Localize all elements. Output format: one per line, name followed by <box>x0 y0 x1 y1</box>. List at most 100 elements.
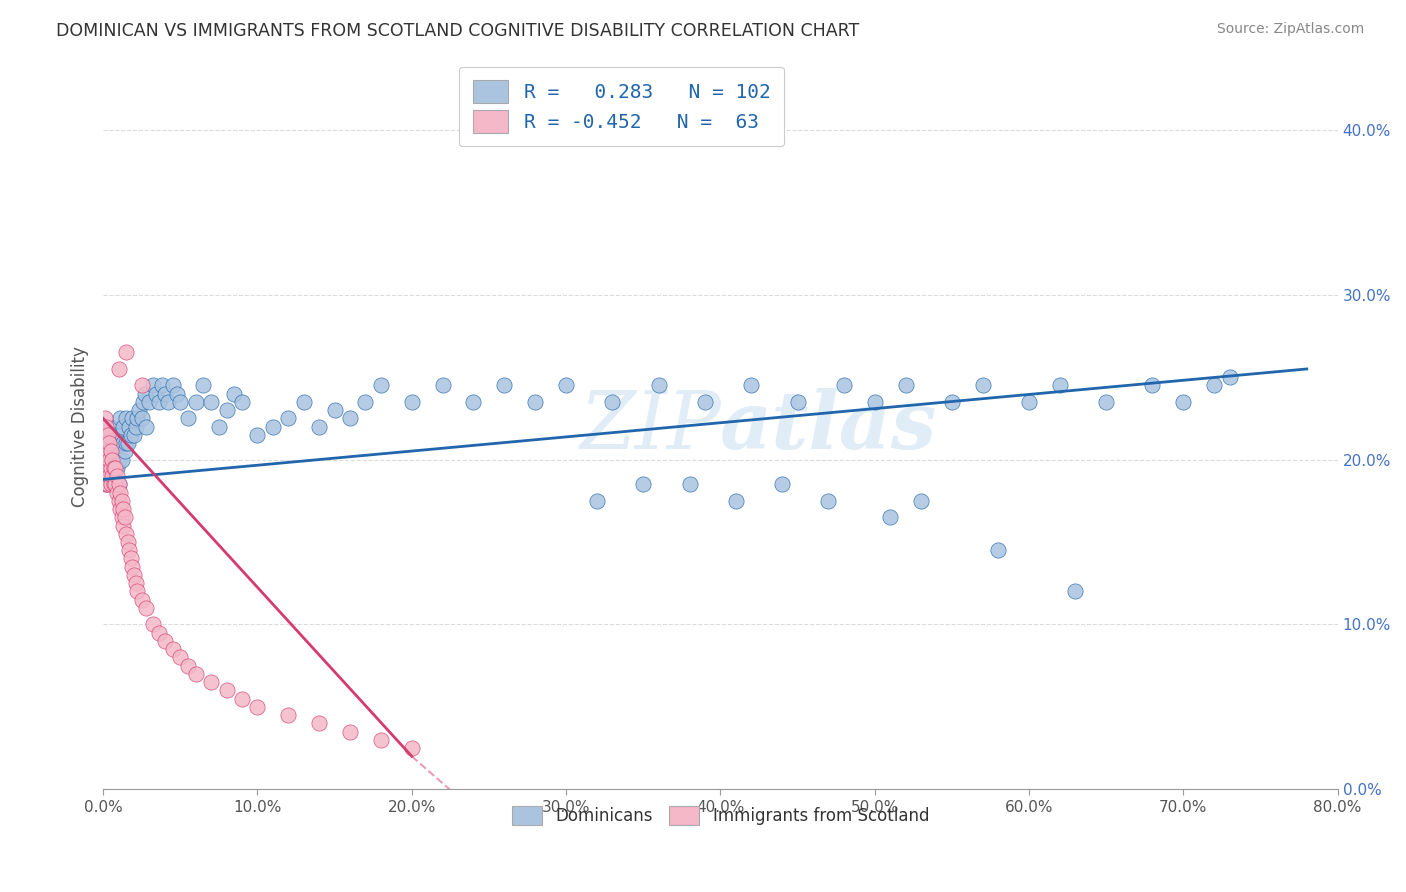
Point <box>93 460 115 475</box>
Point <box>104 477 127 491</box>
Point <box>100 460 122 475</box>
Point <box>104 477 127 491</box>
Text: atlas: atlas <box>720 388 938 466</box>
Point <box>104 428 127 442</box>
Point <box>863 395 886 409</box>
Point <box>231 691 253 706</box>
Point <box>141 378 163 392</box>
Point <box>97 469 120 483</box>
Point <box>97 460 120 475</box>
Point <box>124 576 146 591</box>
Point <box>120 428 142 442</box>
Point <box>224 386 246 401</box>
Point <box>200 395 222 409</box>
Point <box>103 469 125 483</box>
Point <box>693 395 716 409</box>
Point <box>105 460 128 475</box>
Point <box>169 395 191 409</box>
Point <box>148 395 170 409</box>
Point <box>1018 395 1040 409</box>
Point <box>105 485 128 500</box>
Point <box>100 419 122 434</box>
Point <box>103 460 125 475</box>
Point <box>108 411 131 425</box>
Point <box>105 469 128 483</box>
Point <box>112 419 135 434</box>
Point <box>150 378 173 392</box>
Point <box>602 395 624 409</box>
Point <box>169 650 191 665</box>
Point <box>108 502 131 516</box>
Point <box>125 411 148 425</box>
Point <box>121 559 143 574</box>
Point <box>103 477 125 491</box>
Point <box>97 436 120 450</box>
Point <box>96 477 118 491</box>
Legend: Dominicans, Immigrants from Scotland: Dominicans, Immigrants from Scotland <box>502 796 939 835</box>
Point <box>494 378 516 392</box>
Point <box>96 477 118 491</box>
Point <box>555 378 578 392</box>
Point <box>115 411 138 425</box>
Point <box>631 477 654 491</box>
Point <box>153 386 176 401</box>
Point <box>97 477 120 491</box>
Point <box>111 452 134 467</box>
Point <box>93 411 115 425</box>
Point <box>1204 378 1226 392</box>
Point <box>101 460 124 475</box>
Point <box>104 452 127 467</box>
Point <box>786 395 808 409</box>
Point <box>208 419 231 434</box>
Point <box>103 444 125 458</box>
Point <box>1142 378 1164 392</box>
Point <box>231 395 253 409</box>
Point <box>647 378 669 392</box>
Point <box>96 460 118 475</box>
Point <box>111 428 134 442</box>
Point <box>125 584 148 599</box>
Point <box>112 436 135 450</box>
Point <box>262 419 284 434</box>
Point <box>817 493 839 508</box>
Point <box>132 395 155 409</box>
Point <box>879 510 901 524</box>
Point <box>131 592 153 607</box>
Point <box>277 708 299 723</box>
Point <box>114 510 136 524</box>
Point <box>115 436 138 450</box>
Point <box>93 444 115 458</box>
Point <box>131 411 153 425</box>
Point <box>184 666 207 681</box>
Point <box>308 419 330 434</box>
Point <box>122 568 145 582</box>
Point <box>354 395 377 409</box>
Point <box>215 403 238 417</box>
Point <box>339 724 361 739</box>
Point <box>111 510 134 524</box>
Point <box>370 732 392 747</box>
Point <box>370 378 392 392</box>
Point <box>894 378 917 392</box>
Point <box>162 642 184 657</box>
Point <box>162 378 184 392</box>
Point <box>145 386 167 401</box>
Point <box>184 395 207 409</box>
Point <box>120 551 142 566</box>
Point <box>115 526 138 541</box>
Point <box>115 345 138 359</box>
Point <box>131 378 153 392</box>
Point <box>97 444 120 458</box>
Point <box>104 460 127 475</box>
Point <box>128 403 150 417</box>
Point <box>107 477 129 491</box>
Text: Source: ZipAtlas.com: Source: ZipAtlas.com <box>1216 22 1364 37</box>
Point <box>100 452 122 467</box>
Point <box>98 452 121 467</box>
Point <box>107 362 129 376</box>
Point <box>100 444 122 458</box>
Point <box>138 395 160 409</box>
Point <box>972 378 994 392</box>
Point <box>93 428 115 442</box>
Point <box>97 428 120 442</box>
